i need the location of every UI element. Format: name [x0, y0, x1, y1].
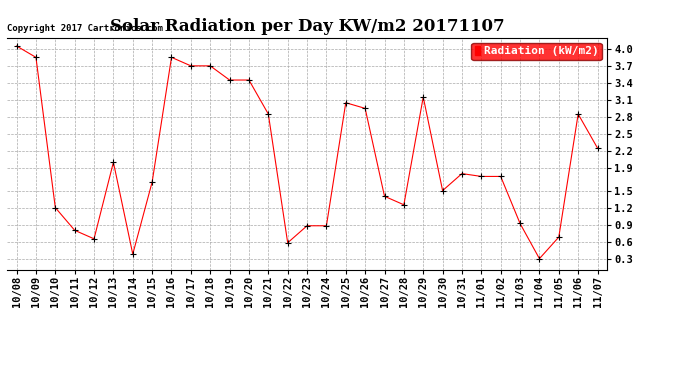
Text: Copyright 2017 Cartronics.com: Copyright 2017 Cartronics.com [7, 24, 163, 33]
Title: Solar Radiation per Day KW/m2 20171107: Solar Radiation per Day KW/m2 20171107 [110, 18, 504, 34]
Legend: Radiation (kW/m2): Radiation (kW/m2) [471, 43, 602, 60]
